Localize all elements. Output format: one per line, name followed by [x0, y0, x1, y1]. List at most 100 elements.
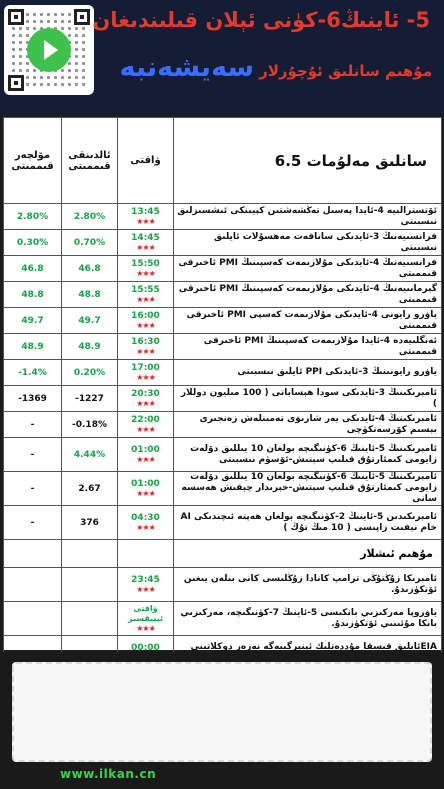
time-value: 15:50: [131, 258, 160, 269]
time-value: 23:45: [131, 574, 160, 585]
header-time: ۋاقتى: [117, 117, 174, 204]
table-row: -1.4% 0.20% 17:00 ★★★ ياۋرو رايونىنىڭ 3-ئايد…: [3, 359, 442, 386]
previous-value: -0.18%: [61, 411, 118, 438]
footer-url[interactable]: www.ilkan.cn: [60, 767, 157, 781]
previous-value: 48.8: [61, 281, 118, 308]
predicted-value: -: [3, 471, 62, 506]
time-value: 22:00: [131, 414, 160, 425]
qr-finder-icon: [8, 9, 24, 25]
table-row: 0.30% 0.70% 14:45 ★★★ فرانسىيەنىڭ 3-ئايدىكى …: [3, 229, 442, 256]
indicator-description: ئامېرىكىنىڭ 3-ئايدىكى سودا ھېساباتى ( 10…: [173, 385, 442, 412]
event-description: ئامېرىكا زۇڭتۇڭى ترامپ كانادا زۇڭلىسى كا…: [173, 567, 442, 602]
predicted-value: 48.8: [3, 281, 62, 308]
empty-cell: [3, 601, 62, 636]
time-cell: 20:30 ★★★: [117, 385, 174, 412]
time-value: 16:30: [131, 336, 160, 347]
previous-value: 46.8: [61, 255, 118, 282]
importance-stars-icon: ★★★: [136, 424, 156, 434]
importance-stars-icon: ★★★: [136, 623, 156, 633]
predicted-value: 49.7: [3, 307, 62, 334]
predicted-value: -: [3, 505, 62, 540]
empty-cell: [3, 567, 62, 602]
previous-value: -1227: [61, 385, 118, 412]
empty-cell: [61, 567, 118, 602]
subtitle-red: مۇھىم سانلىق ئۇچۇرلار: [259, 62, 432, 80]
header-predicted: مۆلچەر قىممىتى: [3, 117, 62, 204]
importance-stars-icon: ★★★: [136, 346, 156, 356]
event-description: ياۋروپا مەركىزىي بانكىسى 5-ئاينىڭ 7-كۈنى…: [173, 601, 442, 636]
time-cell: 16:00 ★★★: [117, 307, 174, 334]
data-table: مۆلچەر قىممىتى ئالدىنقى قىممىتى ۋاقتى سا…: [3, 117, 442, 670]
indicator-description: ئامېرىكىنىڭ 5-ئاينىڭ 6-كۈنىگىچە بولغان 1…: [173, 471, 442, 506]
event-row: 23:45 ★★★ ئامېرىكا زۇڭتۇڭى ترامپ كانادا زۇ…: [3, 567, 442, 602]
importance-stars-icon: ★★★: [136, 268, 156, 278]
time-cell: 01:00 ★★★: [117, 437, 174, 472]
section-title: مۇھىم ئىشلار: [173, 539, 442, 568]
time-cell: 15:50 ★★★: [117, 255, 174, 282]
time-cell: 14:45 ★★★: [117, 229, 174, 256]
time-cell: 17:00 ★★★: [117, 359, 174, 386]
indicator-description: ئامېرىكىدىن 5-ئاينىڭ 2-كۈنىگىچە بولغان ھ…: [173, 505, 442, 540]
header-title: 5- ئاينىڭ6-كۈنى ئېلان قىلىندىغان: [92, 8, 430, 32]
footer-banner: www.ilkan.cn: [0, 652, 444, 789]
time-cell: 04:30 ★★★: [117, 505, 174, 540]
predicted-value: -: [3, 437, 62, 472]
previous-value: 49.7: [61, 307, 118, 334]
previous-value: 48.9: [61, 333, 118, 360]
importance-stars-icon: ★★★: [136, 216, 156, 226]
table-row: -2.67 01:00 ★★★ ئامېرىكىنىڭ 5-ئاينىڭ 6-كۈنى…: [3, 471, 442, 506]
indicator-description: ياۋرو رايونىنىڭ 3-ئايدىكى PPI ئايلىق نىس…: [173, 359, 442, 386]
time-value: 01:00: [131, 478, 160, 489]
indicator-description: فرانسىيەنىڭ 4-ئايدىكى مۇلازىمەت كەسپىنىڭ…: [173, 255, 442, 282]
time-value: 13:45: [131, 206, 160, 217]
predicted-value: 2.80%: [3, 203, 62, 230]
table-row: 49.7 49.7 16:00 ★★★ ياۋرو رايونى 4-ئايدىكى م…: [3, 307, 442, 334]
importance-stars-icon: ★★★: [136, 522, 156, 532]
time-cell: ۋاقتى ئېنىقسىز ★★★: [117, 601, 174, 636]
previous-value: 4.44%: [61, 437, 118, 472]
predicted-value: -1.4%: [3, 359, 62, 386]
previous-value: 0.70%: [61, 229, 118, 256]
qr-finder-icon: [74, 9, 90, 25]
importance-stars-icon: ★★★: [136, 488, 156, 498]
qr-finder-icon: [8, 75, 24, 91]
time-cell: 13:45 ★★★: [117, 203, 174, 230]
table-row: -1369 -1227 20:30 ★★★ ئامېرىكىنىڭ 3-ئايدىكى …: [3, 385, 442, 412]
empty-cell: [61, 601, 118, 636]
footer-placeholder: [12, 662, 432, 762]
time-value: 00:00: [131, 642, 160, 653]
indicator-description: ئامېرىكىنىڭ 4-ئايدىكى يەر شارىۋى تەمىنلە…: [173, 411, 442, 438]
event-row: ۋاقتى ئېنىقسىز ★★★ ياۋروپا مەركىزىي بانكىس…: [3, 601, 442, 636]
indicator-description: ئامېرىكىنىڭ 5-ئاينىڭ 6-كۈنىگىچە بولغان 1…: [173, 437, 442, 472]
table-row: 48.8 48.8 15:55 ★★★ گېرمانىيەنىڭ 4-ئايدىكى م…: [3, 281, 442, 308]
time-note: ۋاقتى ئېنىقسىز: [128, 603, 163, 623]
time-value: 04:30: [131, 512, 160, 523]
previous-value: 2.67: [61, 471, 118, 506]
predicted-value: -: [3, 411, 62, 438]
subtitle-blue: سەيشەنبە: [119, 52, 254, 83]
header-previous: ئالدىنقى قىممىتى: [61, 117, 118, 204]
indicator-description: ئۆتسترالىيە 4-ئايدا پەسىل تەڭشەشتىن كېيى…: [173, 203, 442, 230]
header-subtitle: مۇھىم سانلىق ئۇچۇرلار سەيشەنبە: [96, 52, 432, 83]
indicator-description: فرانسىيەنىڭ 3-ئايدىكى ساناقەت مەھسۇلات ئ…: [173, 229, 442, 256]
play-logo-icon: [27, 28, 71, 72]
qr-code: [4, 5, 94, 95]
importance-stars-icon: ★★★: [136, 454, 156, 464]
previous-value: 0.20%: [61, 359, 118, 386]
predicted-value: 48.9: [3, 333, 62, 360]
time-value: 17:00: [131, 362, 160, 373]
table-row: - -0.18% 22:00 ★★★ ئامېرىكىنىڭ 4-ئايدىكى يەر…: [3, 411, 442, 438]
section-header: مۇھىم ئىشلار: [3, 539, 442, 568]
predicted-value: 46.8: [3, 255, 62, 282]
time-cell: 16:30 ★★★: [117, 333, 174, 360]
indicator-description: گېرمانىيەنىڭ 4-ئايدىكى مۇلازىمەت كەسپىنى…: [173, 281, 442, 308]
time-value: 01:00: [131, 444, 160, 455]
header-banner: 5- ئاينىڭ6-كۈنى ئېلان قىلىندىغان مۇھىم س…: [0, 0, 444, 115]
table-row: 2.80% 2.80% 13:45 ★★★ ئۆتسترالىيە 4-ئايدا پە…: [3, 203, 442, 230]
table-row: 48.9 48.9 16:30 ★★★ ئەنگلىيەدە 4-ئايدا مۇلاز…: [3, 333, 442, 360]
indicator-description: ياۋرو رايونى 4-ئايدىكى مۇلازىمەت كەسپى P…: [173, 307, 442, 334]
importance-stars-icon: ★★★: [136, 242, 156, 252]
time-value: 20:30: [131, 388, 160, 399]
importance-stars-icon: ★★★: [136, 294, 156, 304]
